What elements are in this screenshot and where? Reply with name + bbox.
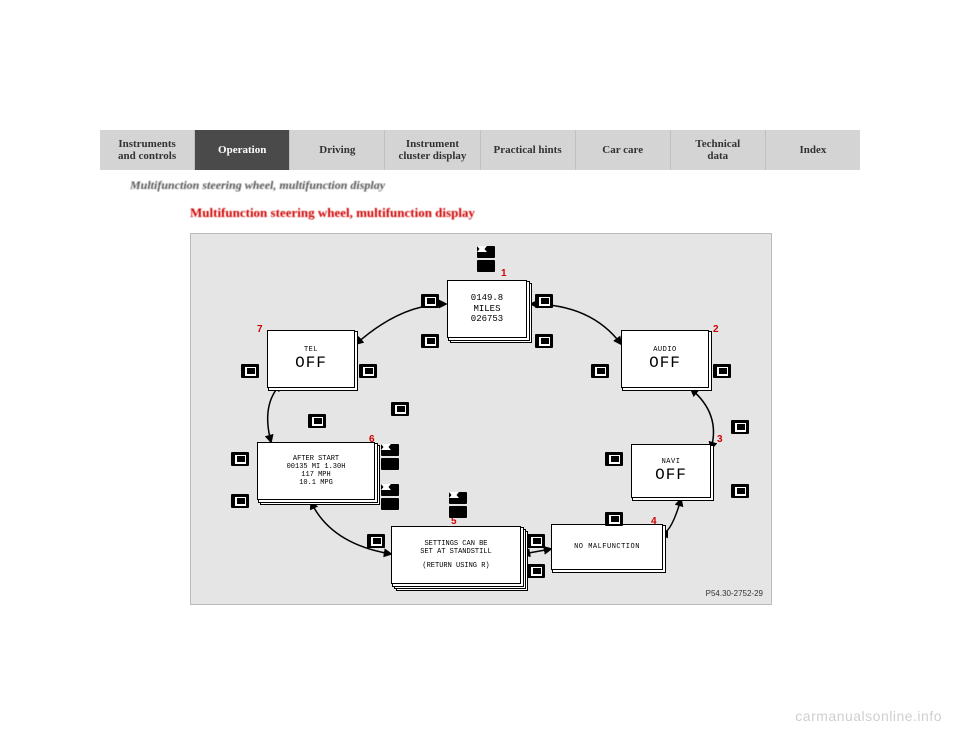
top-tabbar: Instrumentsand controls Operation Drivin… <box>100 130 860 170</box>
page-button-icon <box>241 364 259 378</box>
tab-operation[interactable]: Operation <box>195 130 290 170</box>
chapter-title: Multifunction steering wheel, multifunct… <box>130 178 860 193</box>
panel-line: SET AT STANDSTILL <box>420 548 491 556</box>
page-button-icon <box>231 494 249 508</box>
callout-number: 7 <box>257 324 263 335</box>
panel-text: NO MALFUNCTION <box>574 543 640 551</box>
callout-number: 6 <box>369 434 375 445</box>
up-down-buttons-icon <box>477 246 495 272</box>
tab-label: Instrumentsand controls <box>118 138 176 162</box>
page-button-icon <box>359 364 377 378</box>
up-down-buttons-icon <box>381 484 399 510</box>
panel-line: 117 MPH <box>301 471 330 479</box>
tab-driving[interactable]: Driving <box>290 130 385 170</box>
figure-id: P54.30-2752-29 <box>706 589 763 598</box>
page-button-icon <box>591 364 609 378</box>
panel-settings: SETTINGS CAN BE SET AT STANDSTILL (RETUR… <box>391 526 521 584</box>
panel-trip-computer: AFTER START 00135 MI 1.30H 117 MPH 10.1 … <box>257 442 375 500</box>
page-button-icon <box>605 452 623 466</box>
panel-label: TEL <box>304 346 318 354</box>
callout-number: 4 <box>651 516 657 527</box>
tab-instruments-controls[interactable]: Instrumentsand controls <box>100 130 195 170</box>
panel-line: 0149.8 <box>471 293 503 303</box>
tab-practical-hints[interactable]: Practical hints <box>481 130 576 170</box>
page-button-icon <box>231 452 249 466</box>
panel-line: 00135 MI 1.30H <box>287 463 346 471</box>
panel-line: AFTER START <box>293 455 339 463</box>
page-button-icon <box>713 364 731 378</box>
manual-page: Instrumentsand controls Operation Drivin… <box>100 130 860 605</box>
panel-navi: NAVI OFF <box>631 444 711 498</box>
callout-number: 2 <box>713 324 719 335</box>
panel-trip-odometer: 0149.8 MILES 026753 <box>447 280 527 338</box>
page-button-icon <box>535 294 553 308</box>
up-down-buttons-icon <box>381 444 399 470</box>
panel-line: 10.1 MPG <box>299 479 333 487</box>
tab-car-care[interactable]: Car care <box>576 130 671 170</box>
tab-instrument-cluster-display[interactable]: Instrumentcluster display <box>385 130 480 170</box>
panel-line: (RETURN USING R) <box>422 562 489 570</box>
page-button-icon <box>731 484 749 498</box>
panel-value: OFF <box>295 354 327 372</box>
panel-audio: AUDIO OFF <box>621 330 709 388</box>
multifunction-display-diagram: 0149.8 MILES 026753 AUDIO OFF NAVI OFF N… <box>190 233 772 605</box>
tab-label: Operation <box>218 144 266 156</box>
callout-number: 3 <box>717 434 723 445</box>
page-button-icon <box>367 534 385 548</box>
panel-line: MILES <box>473 304 500 314</box>
panel-value: OFF <box>655 466 687 484</box>
tab-label: Technicaldata <box>695 138 740 162</box>
panel-label: NAVI <box>662 458 681 466</box>
page-button-icon <box>527 534 545 548</box>
tab-index[interactable]: Index <box>766 130 860 170</box>
watermark: carmanualsonline.info <box>795 708 942 724</box>
tab-label: Index <box>799 144 826 156</box>
tab-label: Practical hints <box>493 144 561 156</box>
page-button-icon <box>391 402 409 416</box>
page-button-icon <box>535 334 553 348</box>
page-button-icon <box>308 414 326 428</box>
panel-malfunction: NO MALFUNCTION <box>551 524 663 570</box>
panel-value: OFF <box>649 354 681 372</box>
section-heading: Multifunction steering wheel, multifunct… <box>190 205 860 221</box>
tab-technical-data[interactable]: Technicaldata <box>671 130 766 170</box>
tab-label: Instrumentcluster display <box>398 138 466 162</box>
tab-label: Car care <box>602 144 643 156</box>
page-button-icon <box>731 420 749 434</box>
up-down-buttons-icon <box>449 492 467 518</box>
callout-number: 1 <box>501 268 507 279</box>
panel-line: 026753 <box>471 314 503 324</box>
tab-label: Driving <box>319 144 355 156</box>
panel-line: SETTINGS CAN BE <box>424 540 487 548</box>
page-button-icon <box>421 294 439 308</box>
panel-label: AUDIO <box>653 346 677 354</box>
page-button-icon <box>605 512 623 526</box>
page-button-icon <box>527 564 545 578</box>
panel-tel: TEL OFF <box>267 330 355 388</box>
page-button-icon <box>421 334 439 348</box>
